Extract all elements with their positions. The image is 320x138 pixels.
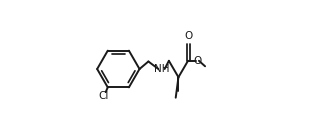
Text: O: O <box>194 56 202 66</box>
Text: NH: NH <box>154 64 169 74</box>
Text: O: O <box>184 31 192 41</box>
Text: Cl: Cl <box>99 91 109 101</box>
